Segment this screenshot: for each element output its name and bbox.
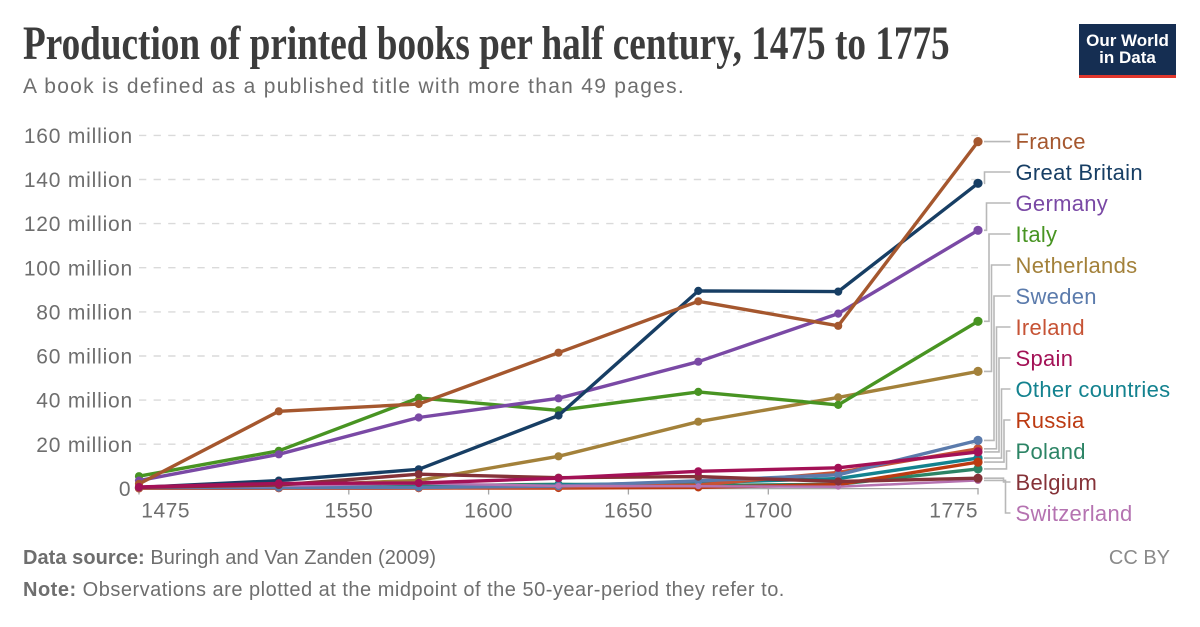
svg-text:40 million: 40 million [36, 390, 133, 413]
svg-text:Russia: Russia [1016, 408, 1086, 433]
svg-text:Spain: Spain [1016, 346, 1074, 371]
svg-text:1650: 1650 [604, 500, 653, 523]
svg-text:Switzerland: Switzerland [1016, 501, 1133, 526]
svg-text:60 million: 60 million [36, 346, 133, 369]
svg-text:Germany: Germany [1016, 191, 1109, 216]
svg-text:Great Britain: Great Britain [1016, 160, 1143, 185]
svg-text:Other countries: Other countries [1016, 377, 1171, 402]
svg-text:Sweden: Sweden [1016, 284, 1097, 309]
svg-text:France: France [1016, 129, 1086, 154]
svg-text:Belgium: Belgium [1016, 470, 1098, 495]
svg-text:100 million: 100 million [24, 257, 133, 280]
svg-text:Italy: Italy [1016, 222, 1058, 247]
svg-text:1600: 1600 [464, 500, 513, 523]
svg-text:1550: 1550 [324, 500, 373, 523]
svg-text:140 million: 140 million [24, 169, 133, 192]
svg-text:120 million: 120 million [24, 213, 133, 236]
svg-text:Poland: Poland [1016, 439, 1086, 464]
svg-text:1700: 1700 [744, 500, 793, 523]
svg-text:0: 0 [119, 478, 131, 501]
svg-text:1775: 1775 [929, 500, 978, 523]
svg-text:160 million: 160 million [24, 125, 133, 148]
svg-text:1475: 1475 [141, 500, 190, 523]
svg-text:Netherlands: Netherlands [1016, 253, 1138, 278]
svg-text:Ireland: Ireland [1016, 315, 1085, 340]
svg-text:20 million: 20 million [36, 434, 133, 457]
svg-text:80 million: 80 million [36, 302, 133, 325]
